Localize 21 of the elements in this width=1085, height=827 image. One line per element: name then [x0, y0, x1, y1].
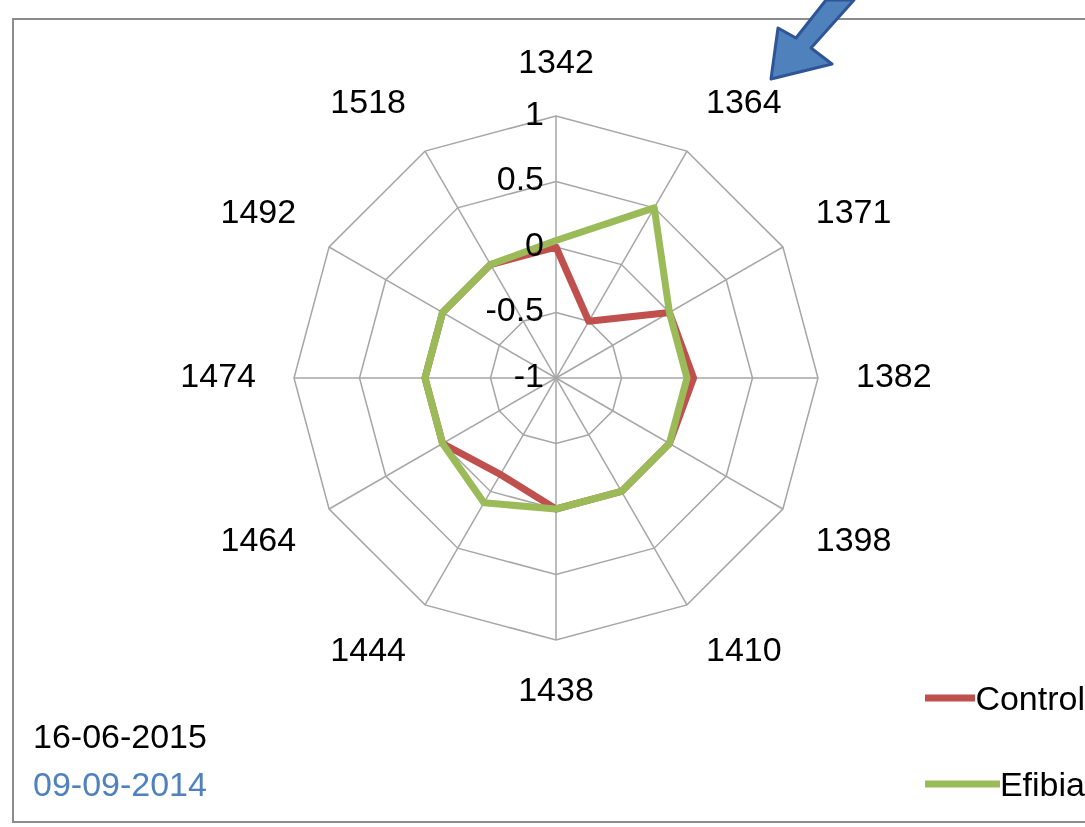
spoke-label: 1364 [706, 82, 782, 121]
spoke-label: 1382 [856, 355, 932, 394]
spoke-label: 1444 [330, 629, 406, 668]
y-tick-label: 1 [525, 93, 544, 132]
spoke-label: 1474 [180, 355, 256, 394]
y-tick-label: -1 [513, 355, 544, 394]
spoke-label: 1464 [220, 519, 297, 558]
y-tick-label: 0.5 [496, 159, 544, 198]
spoke-label: 1371 [815, 191, 892, 230]
text: Efibia [999, 764, 1085, 804]
text: 16-06-2015 [33, 716, 207, 757]
y-tick-label: 0 [525, 224, 544, 263]
spoke-label: 1342 [518, 41, 594, 80]
text: 09-09-2014 [33, 764, 207, 805]
y-tick-label: -0.5 [485, 290, 544, 329]
text: Control [975, 678, 1085, 718]
spoke-label: 1410 [706, 629, 782, 668]
spoke-label: 1518 [330, 82, 406, 121]
spoke-label: 1398 [815, 519, 892, 558]
spoke-label: 1492 [220, 191, 297, 230]
spoke-label: 1438 [518, 669, 594, 708]
